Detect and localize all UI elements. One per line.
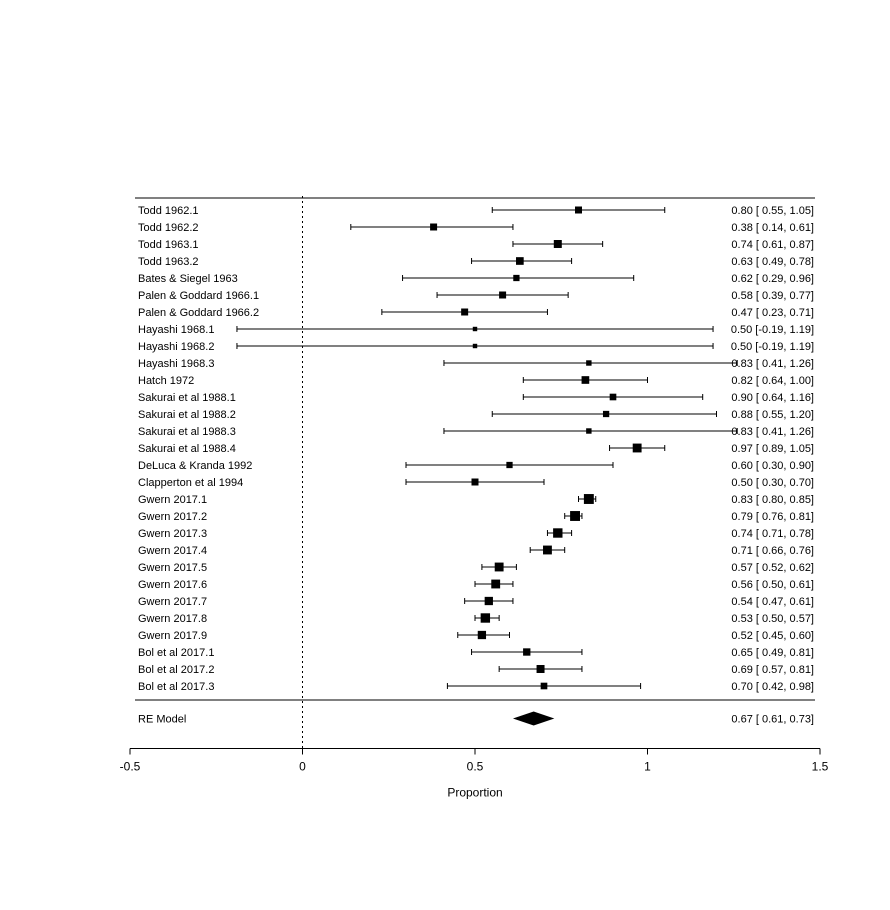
study-label: Hatch 1972 <box>138 375 194 387</box>
study-label: DeLuca & Kranda 1992 <box>138 460 252 472</box>
study-stats: 0.97 [ 0.89, 1.05] <box>731 443 814 455</box>
study-label: Todd 1962.1 <box>138 205 199 217</box>
point-estimate-marker <box>553 528 562 537</box>
x-tick-label: 0.5 <box>467 760 484 774</box>
x-tick-label: 0 <box>299 760 306 774</box>
point-estimate-marker <box>570 511 580 521</box>
point-estimate-marker <box>575 207 582 214</box>
study-stats: 0.70 [ 0.42, 0.98] <box>731 681 814 693</box>
study-label: Sakurai et al 1988.4 <box>138 443 236 455</box>
study-label: Palen & Goddard 1966.1 <box>138 290 259 302</box>
point-estimate-marker <box>523 648 530 655</box>
study-stats: 0.83 [ 0.41, 1.26] <box>731 426 814 438</box>
point-estimate-marker <box>481 613 490 622</box>
study-stats: 0.69 [ 0.57, 0.81] <box>731 664 814 676</box>
study-stats: 0.65 [ 0.49, 0.81] <box>731 647 814 659</box>
point-estimate-marker <box>513 275 519 281</box>
study-stats: 0.83 [ 0.80, 0.85] <box>731 494 814 506</box>
study-stats: 0.53 [ 0.50, 0.57] <box>731 613 814 625</box>
study-label: Gwern 2017.6 <box>138 579 207 591</box>
forest-plot: Todd 1962.1 0.80 [ 0.55, 1.05] Todd 1962.2… <box>0 0 890 910</box>
study-label: Bates & Siegel 1963 <box>138 273 238 285</box>
study-stats: 0.52 [ 0.45, 0.60] <box>731 630 814 642</box>
point-estimate-marker <box>473 344 477 348</box>
study-stats: 0.50 [-0.19, 1.19] <box>731 341 814 353</box>
study-stats: 0.50 [-0.19, 1.19] <box>731 324 814 336</box>
study-stats: 0.80 [ 0.55, 1.05] <box>731 205 814 217</box>
point-estimate-marker <box>478 631 486 639</box>
point-estimate-marker <box>543 546 552 555</box>
study-label: Palen & Goddard 1966.2 <box>138 307 259 319</box>
study-label: Hayashi 1968.3 <box>138 358 214 370</box>
study-stats: 0.88 [ 0.55, 1.20] <box>731 409 814 421</box>
point-estimate-marker <box>554 240 562 248</box>
point-estimate-marker <box>495 563 504 572</box>
point-estimate-marker <box>472 479 479 486</box>
study-stats: 0.79 [ 0.76, 0.81] <box>731 511 814 523</box>
point-estimate-marker <box>430 224 437 231</box>
study-stats: 0.50 [ 0.30, 0.70] <box>731 477 814 489</box>
study-stats: 0.82 [ 0.64, 1.00] <box>731 375 814 387</box>
study-stats: 0.54 [ 0.47, 0.61] <box>731 596 814 608</box>
study-label: Gwern 2017.3 <box>138 528 207 540</box>
study-label: Hayashi 1968.2 <box>138 341 214 353</box>
study-stats: 0.63 [ 0.49, 0.78] <box>731 256 814 268</box>
study-label: Gwern 2017.7 <box>138 596 207 608</box>
point-estimate-marker <box>473 327 477 331</box>
study-stats: 0.83 [ 0.41, 1.26] <box>731 358 814 370</box>
point-estimate-marker <box>491 580 500 589</box>
study-label: Gwern 2017.5 <box>138 562 207 574</box>
summary-label: RE Model <box>138 714 186 726</box>
study-stats: 0.74 [ 0.61, 0.87] <box>731 239 814 251</box>
study-stats: 0.90 [ 0.64, 1.16] <box>731 392 814 404</box>
point-estimate-marker <box>499 292 506 299</box>
study-label: Gwern 2017.9 <box>138 630 207 642</box>
study-label: Clapperton et al 1994 <box>138 477 243 489</box>
point-estimate-marker <box>586 428 591 433</box>
study-label: Gwern 2017.4 <box>138 545 207 557</box>
point-estimate-marker <box>584 494 594 504</box>
study-stats: 0.74 [ 0.71, 0.78] <box>731 528 814 540</box>
study-stats: 0.58 [ 0.39, 0.77] <box>731 290 814 302</box>
x-tick-label: 1 <box>644 760 651 774</box>
study-label: Todd 1963.1 <box>138 239 199 251</box>
study-stats: 0.56 [ 0.50, 0.61] <box>731 579 814 591</box>
study-label: Hayashi 1968.1 <box>138 324 214 336</box>
study-stats: 0.47 [ 0.23, 0.71] <box>731 307 814 319</box>
study-label: Sakurai et al 1988.2 <box>138 409 236 421</box>
point-estimate-marker <box>537 665 545 673</box>
point-estimate-marker <box>516 257 524 265</box>
study-label: Sakurai et al 1988.3 <box>138 426 236 438</box>
point-estimate-marker <box>633 444 642 453</box>
study-label: Bol et al 2017.2 <box>138 664 214 676</box>
study-label: Bol et al 2017.1 <box>138 647 214 659</box>
study-label: Gwern 2017.8 <box>138 613 207 625</box>
point-estimate-marker <box>610 394 617 401</box>
study-stats: 0.71 [ 0.66, 0.76] <box>731 545 814 557</box>
study-label: Sakurai et al 1988.1 <box>138 392 236 404</box>
point-estimate-marker <box>586 360 591 365</box>
x-tick-label: -0.5 <box>120 760 141 774</box>
study-label: Todd 1963.2 <box>138 256 199 268</box>
study-label: Gwern 2017.2 <box>138 511 207 523</box>
summary-stats: 0.67 [ 0.61, 0.73] <box>731 714 814 726</box>
point-estimate-marker <box>541 683 548 690</box>
x-axis-title: Proportion <box>447 786 502 800</box>
plot-background <box>0 0 890 910</box>
point-estimate-marker <box>582 376 590 384</box>
study-stats: 0.38 [ 0.14, 0.61] <box>731 222 814 234</box>
study-label: Bol et al 2017.3 <box>138 681 214 693</box>
point-estimate-marker <box>603 411 609 417</box>
study-stats: 0.62 [ 0.29, 0.96] <box>731 273 814 285</box>
x-tick-label: 1.5 <box>812 760 829 774</box>
study-stats: 0.57 [ 0.52, 0.62] <box>731 562 814 574</box>
study-label: Todd 1962.2 <box>138 222 199 234</box>
point-estimate-marker <box>461 309 468 316</box>
study-stats: 0.60 [ 0.30, 0.90] <box>731 460 814 472</box>
point-estimate-marker <box>506 462 512 468</box>
study-label: Gwern 2017.1 <box>138 494 207 506</box>
point-estimate-marker <box>485 597 493 605</box>
